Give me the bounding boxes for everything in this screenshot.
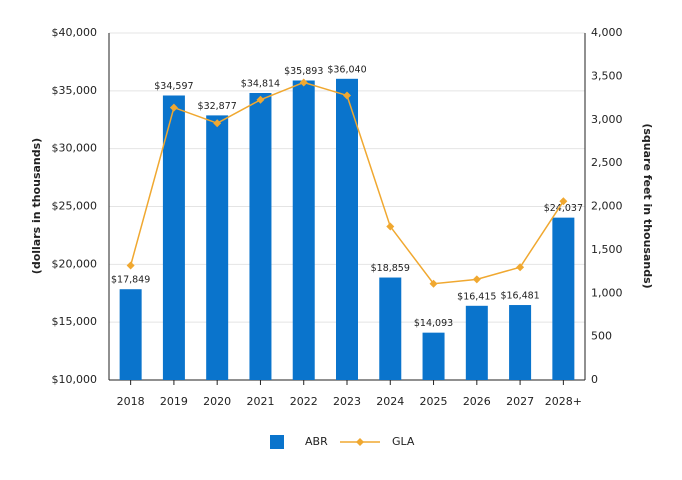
x-tick-label: 2023 (333, 395, 361, 408)
bar (465, 305, 488, 380)
marker (213, 119, 222, 128)
legend-label: GLA (392, 435, 415, 448)
x-tick-label: 2019 (160, 395, 188, 408)
x-tick-label: 2028+ (545, 395, 582, 408)
y2-tick-label: 0 (591, 373, 598, 386)
y-tick-label: $40,000 (52, 26, 98, 39)
y-tick-label: $35,000 (52, 84, 98, 97)
y2-tick-label: 2,000 (591, 200, 623, 213)
data-label: $16,481 (500, 291, 539, 302)
marker (126, 261, 135, 270)
legend-marker (356, 438, 364, 446)
x-tick-label: 2020 (203, 395, 231, 408)
y2-tick-label: 4,000 (591, 26, 623, 39)
marker (516, 263, 525, 272)
y-tick-label: $10,000 (52, 373, 98, 386)
data-label: $16,415 (457, 291, 496, 302)
data-label: $18,859 (371, 263, 410, 274)
marker (169, 103, 178, 112)
marker (472, 275, 481, 284)
bar (206, 115, 229, 380)
marker (429, 279, 438, 288)
bar (162, 95, 185, 381)
bar (292, 80, 315, 380)
y-axis-title: (dollars in thousands) (30, 138, 43, 274)
legend-label: ABR (305, 435, 328, 448)
data-label: $34,814 (241, 78, 280, 89)
y2-tick-label: 3,000 (591, 113, 623, 126)
data-label: $36,040 (327, 64, 366, 75)
y-tick-label: $15,000 (52, 315, 98, 328)
marker (386, 222, 395, 231)
y2-axis-title: (square feet in thousands) (641, 123, 654, 288)
bar (249, 92, 272, 380)
y2-tick-label: 3,500 (591, 69, 623, 82)
data-label: $24,037 (544, 203, 583, 214)
bar (509, 305, 532, 380)
x-tick-label: 2025 (420, 395, 448, 408)
legend-swatch (270, 435, 284, 449)
marker (299, 78, 308, 87)
x-tick-label: 2018 (117, 395, 145, 408)
data-label: $34,597 (154, 81, 193, 92)
bar (422, 332, 445, 380)
data-label: $17,849 (111, 275, 150, 286)
x-tick-label: 2027 (506, 395, 534, 408)
data-label: $35,893 (284, 66, 323, 77)
y2-tick-label: 1,500 (591, 243, 623, 256)
y2-tick-label: 2,500 (591, 156, 623, 169)
y-tick-label: $20,000 (52, 257, 98, 270)
marker (256, 95, 265, 104)
x-tick-label: 2022 (290, 395, 318, 408)
y-tick-label: $30,000 (52, 142, 98, 155)
x-tick-label: 2024 (376, 395, 404, 408)
y2-tick-label: 500 (591, 330, 612, 343)
x-tick-label: 2021 (246, 395, 274, 408)
data-label: $14,093 (414, 318, 453, 329)
marker (343, 91, 351, 100)
bar (552, 217, 575, 380)
bar (119, 289, 142, 380)
y-tick-label: $25,000 (52, 200, 98, 213)
bar (379, 277, 402, 380)
y2-tick-label: 1,000 (591, 286, 623, 299)
x-tick-label: 2026 (463, 395, 491, 408)
marker (559, 197, 568, 206)
data-label: $32,877 (198, 101, 237, 112)
bar (336, 78, 358, 380)
